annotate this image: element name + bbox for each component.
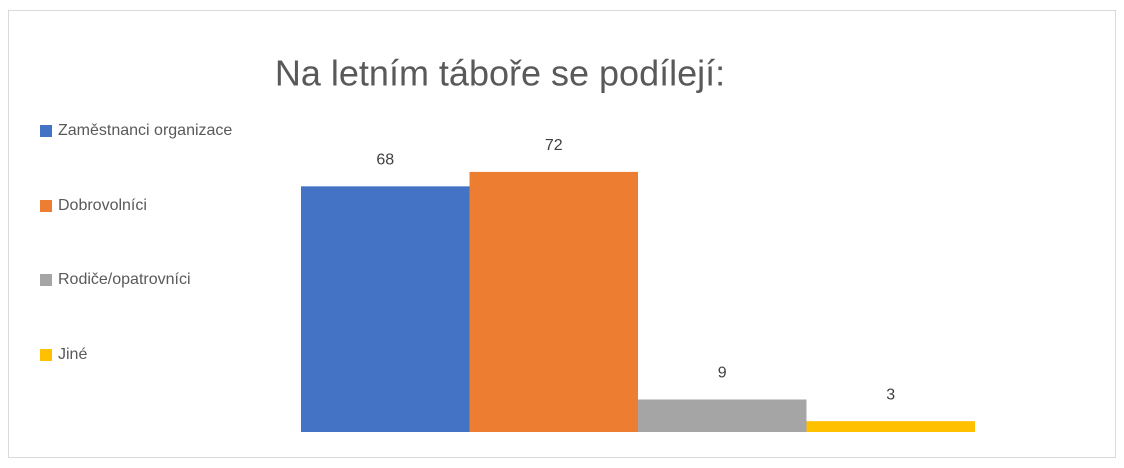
legend-swatch (40, 274, 52, 287)
legend: Zaměstnanci organizace Dobrovolníci Rodiče… (40, 118, 250, 368)
legend-item: Zaměstnanci organizace (40, 118, 250, 144)
legend-item: Jiné (40, 342, 250, 368)
legend-swatch (40, 348, 52, 361)
data-label: 9 (718, 365, 727, 382)
legend-label: Dobrovolníci (58, 196, 147, 214)
bar (469, 171, 638, 432)
legend-item: Dobrovolníci (40, 193, 250, 219)
data-label: 68 (376, 152, 394, 169)
legend-label: Zaměstnanci organizace (58, 122, 233, 139)
bar (301, 186, 470, 432)
data-label: 3 (886, 386, 895, 403)
chart-frame (8, 10, 1116, 458)
data-label: 72 (545, 137, 563, 154)
bar (806, 421, 975, 432)
legend-label: Rodiče/opatrovníci (58, 271, 191, 289)
legend-item: Rodiče/opatrovníci (40, 267, 250, 293)
bar (638, 399, 807, 432)
legend-swatch (40, 125, 52, 137)
chart-title: Na letním táboře se podílejí: (275, 53, 725, 94)
legend-label: Jiné (58, 345, 88, 363)
legend-swatch (40, 199, 52, 212)
